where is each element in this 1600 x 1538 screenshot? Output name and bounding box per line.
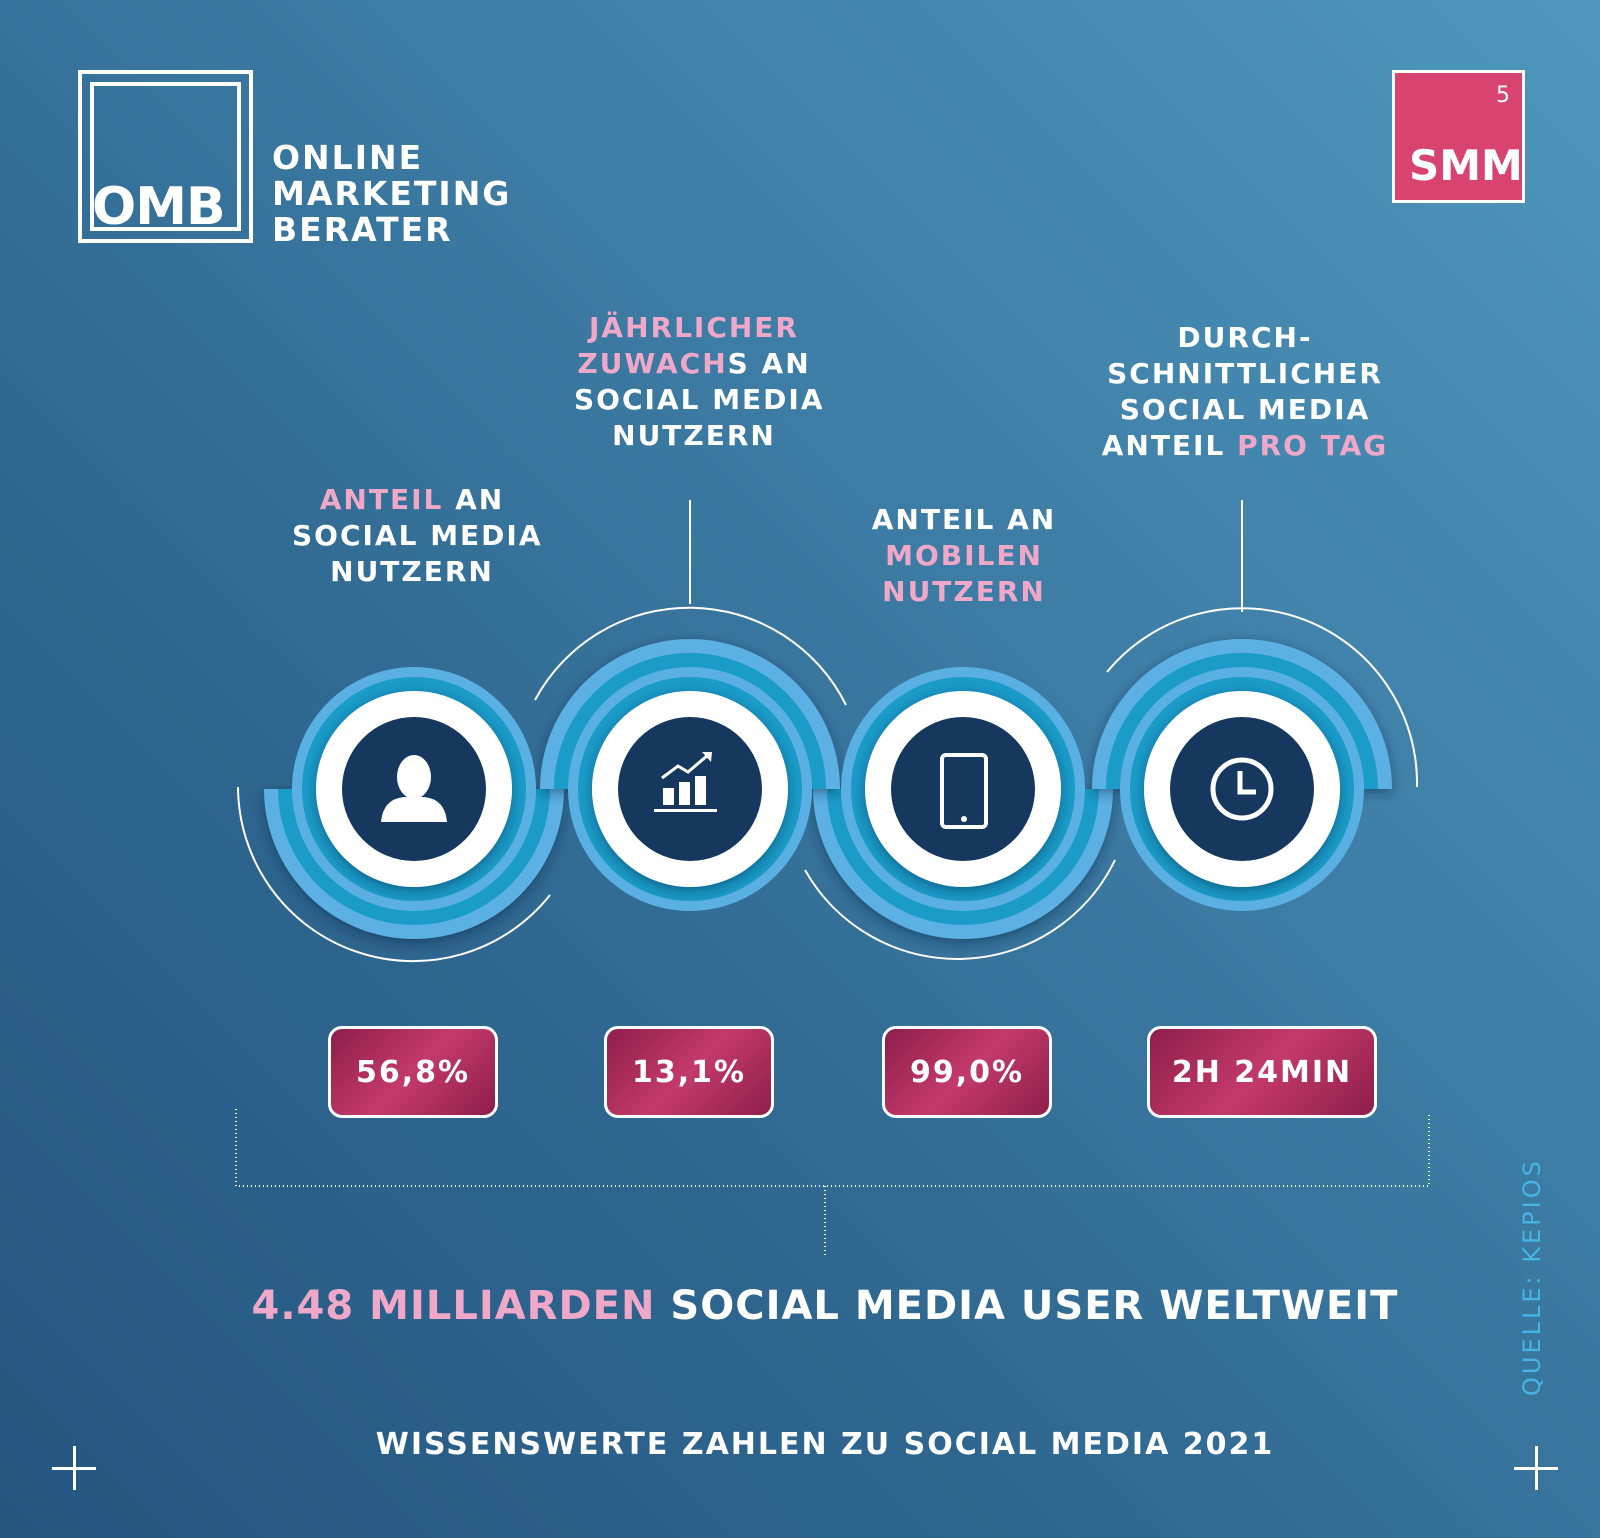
stat-label-line: NUTZERN (844, 574, 1084, 610)
stat-label-segment: ZUWACH (577, 347, 728, 380)
stat-label-line: SOCIAL MEDIA (292, 518, 541, 554)
stat-label-line: ANTEIL AN (292, 482, 532, 518)
logo-line: ONLINE (272, 138, 424, 177)
outer-arc (804, 859, 1116, 960)
stat-label-segment: SCHNITTLICHER (1107, 357, 1383, 390)
stat-label-line: ANTEIL PRO TAG (1100, 428, 1390, 464)
stat-label-growth: JÄHRLICHER ZUWACHS AN SOCIAL MEDIA NUTZERN (574, 310, 823, 454)
stat-label-segment: ANTEIL (1101, 429, 1238, 462)
smm-badge: 5 SMM (1392, 70, 1525, 203)
cross-decoration (52, 1446, 96, 1490)
icon-circle-dark (891, 717, 1035, 861)
stat-label-segment: SOCIAL MEDIA (574, 383, 825, 416)
source-credit: QUELLE: KEPIOS (1518, 1158, 1546, 1396)
stat-label-daily: DURCH- SCHNITTLICHER SOCIAL MEDIA ANTEIL PR… (1100, 320, 1390, 464)
stat-label-segment: DURCH- (1177, 321, 1313, 354)
cross-decoration (1514, 1446, 1558, 1490)
stat-label-mobile: ANTEIL AN MOBILEN NUTZERN (844, 502, 1084, 610)
stat-value-share: 56,8% (328, 1026, 498, 1118)
logo-line: BERATER (272, 210, 453, 249)
badge-number: 5 (1496, 83, 1510, 108)
stat-label-line: SOCIAL MEDIA (1100, 392, 1390, 428)
logo-abbreviation: OMB (92, 177, 226, 237)
stat-label-segment: ANTEIL (319, 483, 444, 516)
stat-value-mobile: 99,0% (882, 1026, 1052, 1118)
stat-label-line: ZUWACHS AN (574, 346, 814, 382)
stat-label-line: ANTEIL AN (844, 502, 1084, 538)
stat-label-line: SOCIAL MEDIA (574, 382, 823, 418)
stat-label-line: DURCH- (1100, 320, 1390, 356)
footer-title: WISSENSWERTE ZAHLEN ZU SOCIAL MEDIA 2021 (375, 1427, 1275, 1462)
headline-highlight: 4.48 MILLIARDEN (251, 1283, 656, 1329)
headline: 4.48 MILLIARDEN SOCIAL MEDIA USER WELTWE… (0, 1283, 1600, 1329)
outer-arc (237, 786, 551, 963)
stat-label-line: SCHNITTLICHER (1100, 356, 1390, 392)
bracket-line (235, 1109, 1430, 1187)
badge-label: SMM (1409, 141, 1523, 190)
stat-label-segment: S AN (727, 347, 811, 380)
stat-value-daily: 2H 24MIN (1147, 1026, 1377, 1118)
stat-label-line: MOBILEN (844, 538, 1084, 574)
stat-label-segment: AN (443, 483, 505, 516)
stat-label-segment: NUTZERN (882, 575, 1046, 608)
stat-label-line: JÄHRLICHER (574, 310, 814, 346)
logo-line: MARKETING (272, 174, 512, 213)
logo-wordmark: ONLINE MARKETING BERATER (272, 140, 511, 248)
smartphone-icon (940, 753, 988, 829)
headline-rest: SOCIAL MEDIA USER WELTWEIT (655, 1283, 1399, 1329)
stat-label-segment: ANTEIL AN (871, 503, 1057, 536)
stat-label-share: ANTEIL AN SOCIAL MEDIA NUTZERN (292, 482, 541, 590)
user-icon (381, 755, 447, 822)
stat-label-segment: SOCIAL MEDIA (1119, 393, 1371, 426)
stat-value-growth: 13,1% (604, 1026, 774, 1118)
stat-label-line: NUTZERN (574, 418, 814, 454)
growth-chart-icon (654, 752, 717, 812)
stat-label-segment: JÄHRLICHER (588, 311, 799, 344)
clock-icon (1210, 757, 1274, 821)
stat-label-segment: SOCIAL MEDIA (292, 519, 543, 552)
stat-label-segment: NUTZERN (612, 419, 776, 452)
outer-arc (534, 606, 847, 706)
stat-label-segment: PRO TAG (1237, 429, 1389, 462)
outer-arc (1106, 607, 1419, 788)
stat-label-segment: MOBILEN (885, 539, 1043, 572)
omb-logo: OMB (78, 70, 253, 243)
stat-label-segment: NUTZERN (330, 555, 494, 588)
stat-label-line: NUTZERN (292, 554, 532, 590)
